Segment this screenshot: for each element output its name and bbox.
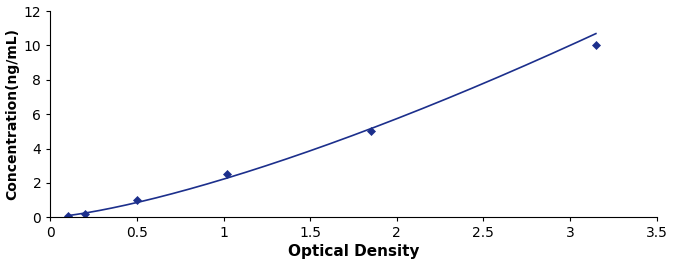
Y-axis label: Concentration(ng/mL): Concentration(ng/mL)	[5, 28, 20, 200]
X-axis label: Optical Density: Optical Density	[287, 244, 419, 259]
